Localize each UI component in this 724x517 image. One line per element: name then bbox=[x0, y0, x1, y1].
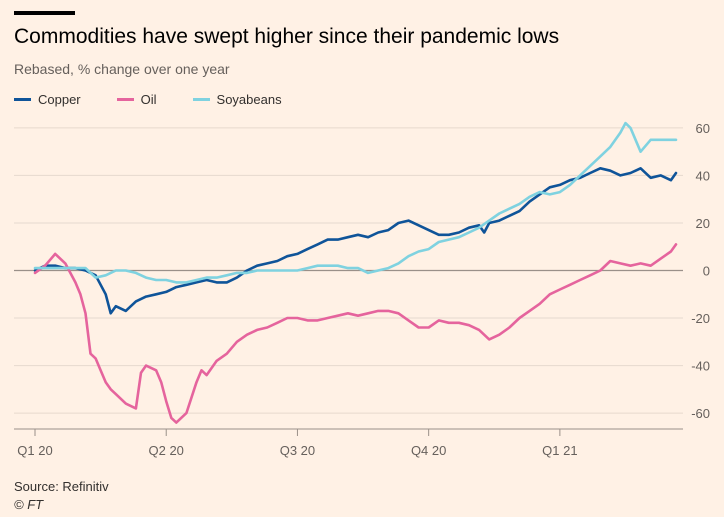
legend-item-oil: Oil bbox=[116, 92, 157, 107]
chart-legend: Copper Oil Soyabeans bbox=[14, 92, 318, 107]
chart-subtitle: Rebased, % change over one year bbox=[14, 61, 230, 77]
legend-label-oil: Oil bbox=[140, 92, 157, 107]
y-tick-label--20: -20 bbox=[691, 311, 710, 326]
ft-top-bar bbox=[14, 11, 75, 15]
series-line-soyabeans bbox=[33, 121, 678, 284]
y-tick-label-0: 0 bbox=[703, 264, 710, 279]
y-tick-label-20: 20 bbox=[696, 216, 710, 231]
y-tick-label--40: -40 bbox=[691, 359, 710, 374]
legend-label-soyabeans: Soyabeans bbox=[216, 92, 282, 107]
series-line-copper bbox=[33, 167, 678, 315]
copyright-note: © FT bbox=[14, 497, 44, 512]
x-tick-label-q1-21: Q1 21 bbox=[542, 443, 577, 458]
y-tick-label--60: -60 bbox=[691, 406, 710, 421]
x-tick-label-q2-20: Q2 20 bbox=[149, 443, 184, 458]
x-axis: Q1 20 Q2 20 Q3 20 Q4 20 Q1 21 bbox=[14, 428, 683, 458]
series-lines bbox=[33, 121, 678, 424]
legend-label-copper: Copper bbox=[38, 92, 81, 107]
y-tick-label-40: 40 bbox=[696, 168, 710, 183]
legend-swatch-soyabeans bbox=[192, 98, 210, 101]
legend-item-soyabeans: Soyabeans bbox=[192, 92, 282, 107]
y-tick-label-60: 60 bbox=[696, 121, 710, 136]
series-line-oil bbox=[33, 243, 678, 424]
y-axis-ticks: 60 40 20 0 -20 -40 -60 bbox=[691, 121, 710, 421]
legend-swatch-oil bbox=[116, 98, 134, 101]
x-tick-label-q3-20: Q3 20 bbox=[280, 443, 315, 458]
legend-item-copper: Copper bbox=[14, 92, 81, 107]
chart-title: Commodities have swept higher since thei… bbox=[14, 25, 560, 48]
x-tick-label-q4-20: Q4 20 bbox=[411, 443, 446, 458]
legend-swatch-copper bbox=[14, 98, 31, 101]
x-tick-label-q1-20: Q1 20 bbox=[17, 443, 52, 458]
source-note: Source: Refinitiv bbox=[14, 479, 109, 494]
